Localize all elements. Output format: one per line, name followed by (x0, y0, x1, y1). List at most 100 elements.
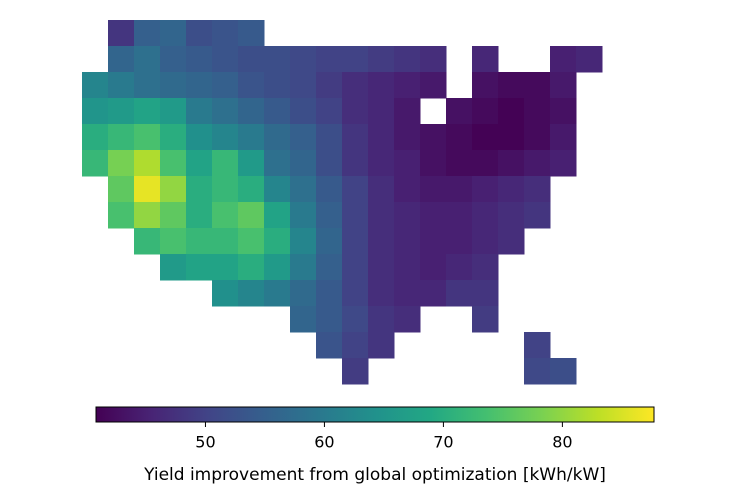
grid-cell (290, 306, 317, 333)
grid-cell (108, 98, 135, 125)
grid-cell (420, 72, 447, 99)
grid-cell (498, 176, 525, 203)
grid-cell (290, 254, 317, 281)
grid-cell (264, 46, 291, 73)
grid-cell (264, 202, 291, 229)
grid-cell (550, 46, 577, 73)
grid-cell (186, 202, 213, 229)
grid-cell (134, 176, 161, 203)
grid-cell (290, 124, 317, 151)
grid-cell (446, 124, 473, 151)
grid-cell (264, 98, 291, 125)
grid-cell (342, 46, 369, 73)
grid-cell (108, 72, 135, 99)
grid-cell (368, 228, 395, 255)
colorbar-tick-label: 50 (195, 433, 215, 452)
colorbar-label: Yield improvement from global optimizati… (143, 465, 606, 485)
grid-cell (238, 20, 265, 47)
grid-cell (524, 124, 551, 151)
grid-cell (342, 228, 369, 255)
grid-cell (394, 46, 421, 73)
grid-cell (212, 202, 239, 229)
grid-cell (290, 46, 317, 73)
grid-cell (108, 124, 135, 151)
grid-cell (524, 358, 551, 385)
grid-cell (134, 72, 161, 99)
grid-cell (368, 202, 395, 229)
grid-cell (264, 72, 291, 99)
grid-cell (472, 98, 499, 125)
grid-cell (264, 150, 291, 177)
colorbar-tick-label: 80 (552, 433, 572, 452)
grid-cell (212, 176, 239, 203)
grid-cell (498, 228, 525, 255)
grid-cell (472, 254, 499, 281)
grid-cell (394, 176, 421, 203)
grid-cell (342, 306, 369, 333)
grid-cell (368, 150, 395, 177)
grid-cell (394, 306, 421, 333)
grid-cell (186, 46, 213, 73)
grid-cell (342, 254, 369, 281)
grid-cell (186, 254, 213, 281)
grid-cell (160, 150, 187, 177)
grid-cell (186, 72, 213, 99)
grid-cell (238, 124, 265, 151)
grid-cell (290, 228, 317, 255)
grid-cell (238, 280, 265, 307)
grid-cell (264, 176, 291, 203)
grid-cell (316, 124, 343, 151)
grid-cell (498, 150, 525, 177)
grid-cell (550, 358, 577, 385)
map-cells (82, 20, 603, 385)
grid-cell (342, 72, 369, 99)
grid-cell (264, 280, 291, 307)
grid-cell (212, 280, 239, 307)
grid-cell (420, 124, 447, 151)
grid-cell (212, 46, 239, 73)
grid-cell (212, 72, 239, 99)
grid-cell (264, 124, 291, 151)
grid-cell (394, 72, 421, 99)
grid-cell (498, 202, 525, 229)
grid-cell (316, 280, 343, 307)
grid-cell (316, 98, 343, 125)
grid-cell (290, 280, 317, 307)
grid-cell (368, 332, 395, 359)
grid-cell (446, 98, 473, 125)
grid-cell (420, 176, 447, 203)
grid-cell (186, 20, 213, 47)
grid-cell (160, 98, 187, 125)
grid-cell (290, 202, 317, 229)
grid-cell (446, 202, 473, 229)
grid-cell (472, 306, 499, 333)
grid-cell (472, 72, 499, 99)
grid-cell (316, 46, 343, 73)
grid-cell (524, 72, 551, 99)
grid-cell (290, 98, 317, 125)
grid-cell (394, 228, 421, 255)
grid-cell (524, 332, 551, 359)
grid-cell (264, 254, 291, 281)
grid-cell (238, 150, 265, 177)
grid-cell (342, 202, 369, 229)
colorbar-tick-label: 70 (433, 433, 453, 452)
grid-cell (342, 176, 369, 203)
grid-cell (108, 176, 135, 203)
grid-cell (420, 46, 447, 73)
grid-cell (368, 98, 395, 125)
grid-cell (524, 150, 551, 177)
grid-cell (342, 98, 369, 125)
grid-cell (394, 98, 421, 125)
grid-cell (108, 150, 135, 177)
colorbar (95, 406, 655, 423)
grid-cell (316, 202, 343, 229)
grid-cell (186, 124, 213, 151)
grid-cell (342, 150, 369, 177)
grid-cell (238, 228, 265, 255)
grid-cell (446, 254, 473, 281)
grid-cell (238, 72, 265, 99)
grid-cell (368, 254, 395, 281)
grid-cell (368, 176, 395, 203)
grid-cell (446, 280, 473, 307)
